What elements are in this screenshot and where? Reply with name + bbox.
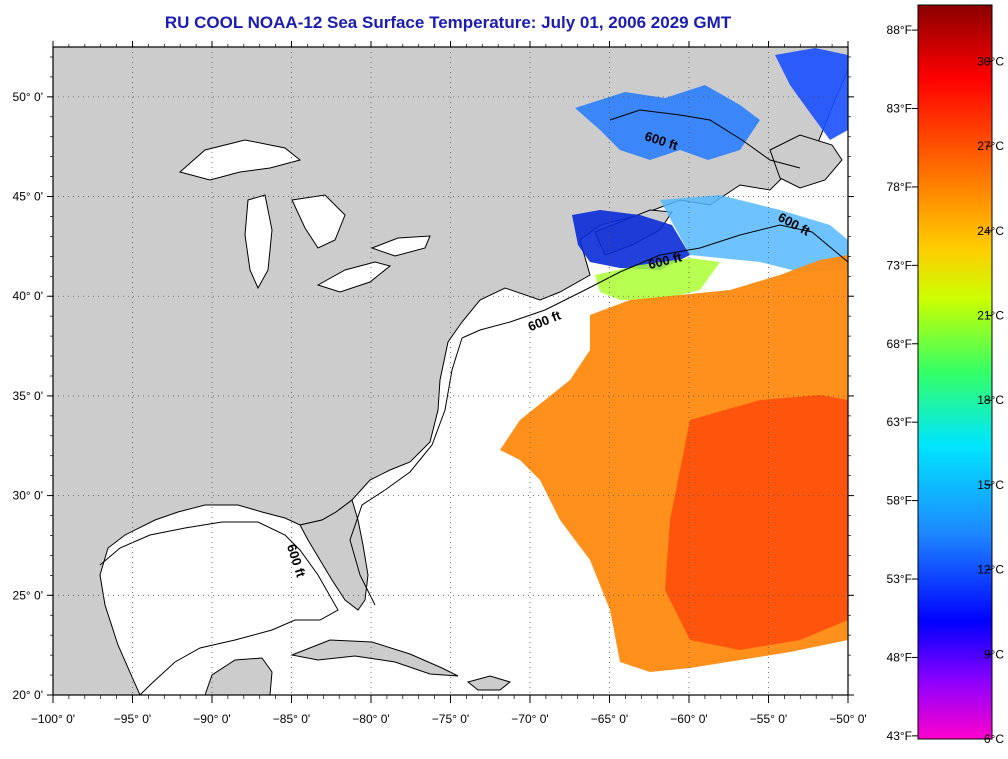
fahrenheit-tick-label: 83°F [887, 102, 912, 116]
isobath-contour-southeast [349, 337, 463, 606]
celsius-tick-label: 30°C [977, 54, 1004, 68]
fahrenheit-tick-label: 63°F [887, 415, 912, 429]
colorbar-ramp [917, 4, 993, 740]
fahrenheit-tick-label: 88°F [887, 23, 912, 37]
colorbar: 88°F 83°F 78°F 73°F 68°F 63°F 58°F 53°F 48°F 43°F… [887, 4, 1004, 746]
map-grid [53, 47, 848, 695]
celsius-tick-label: 9°C [984, 647, 1004, 661]
map-title: RU COOL NOAA-12 Sea Surface Temperature:… [165, 13, 732, 32]
lon-tick-label: −65° 0' [591, 712, 628, 726]
celsius-tick-label: 6°C [984, 732, 1004, 746]
lat-tick-label: 30° 0' [13, 489, 43, 503]
land-hispaniola [466, 675, 512, 691]
map-plot-area: 600 ft 600 ft 600 ft 600 ft 600 ft [53, 47, 848, 695]
lon-tick-label: −95° 0' [114, 712, 151, 726]
land-newfoundland [769, 134, 843, 189]
lake-ontario [370, 235, 431, 257]
lon-tick-label: −60° 0' [670, 712, 707, 726]
colorbar-fahrenheit-scale: 88°F 83°F 78°F 73°F 68°F 63°F 58°F 53°F 48°F 43°F [887, 23, 918, 743]
fahrenheit-tick-label: 68°F [887, 337, 912, 351]
sst-swath-scotian-shelf [660, 195, 848, 272]
lat-tick-label: 45° 0' [13, 190, 43, 204]
isobath-contour-east [461, 224, 848, 339]
lon-tick-label: −85° 0' [273, 712, 310, 726]
sst-swath-shelf-transition [595, 258, 720, 300]
lon-tick-label: −80° 0' [352, 712, 389, 726]
lon-tick-label: −100° 0' [31, 712, 75, 726]
fahrenheit-tick-label: 53°F [887, 572, 912, 586]
isobath-contour-gulf [99, 521, 339, 695]
lat-tick-label: 25° 0' [13, 588, 43, 602]
latitude-axis: 20° 0' 25° 0' 30° 0' 35° 0' 40° 0' 45° 0' 50° … [13, 56, 854, 702]
sst-swath-gulf-of-st-lawrence [575, 85, 760, 160]
lake-erie [316, 261, 392, 293]
lat-tick-label: 20° 0' [13, 688, 43, 702]
sst-swath-sargasso-warm [665, 395, 848, 650]
sst-swath-labrador [775, 48, 848, 140]
lon-tick-label: −75° 0' [432, 712, 469, 726]
lon-tick-label: −50° 0' [829, 712, 866, 726]
land-yucatan [204, 657, 273, 695]
lake-huron [291, 194, 346, 249]
lon-tick-label: −55° 0' [750, 712, 787, 726]
lon-tick-label: −90° 0' [193, 712, 230, 726]
isobath-contour-north [609, 109, 801, 169]
fahrenheit-tick-label: 73°F [887, 258, 912, 272]
fahrenheit-tick-label: 78°F [887, 180, 912, 194]
fahrenheit-tick-label: 58°F [887, 494, 912, 508]
celsius-tick-label: 24°C [977, 224, 1004, 238]
land-cuba [290, 639, 459, 677]
celsius-tick-label: 15°C [977, 478, 1004, 492]
lat-tick-label: 40° 0' [13, 289, 43, 303]
lake-superior [178, 139, 302, 181]
colorbar-celsius-scale: 30°C 27°C 24°C 21°C 18°C 15°C 12°C 9°C 6°C [977, 54, 1004, 746]
fahrenheit-tick-label: 48°F [887, 650, 912, 664]
lat-tick-label: 35° 0' [13, 389, 43, 403]
celsius-tick-label: 21°C [977, 309, 1004, 323]
longitude-axis: −100° 0' −95° 0' −90° 0' −85° 0' −80° 0' −75°… [31, 41, 867, 726]
celsius-tick-label: 12°C [977, 563, 1004, 577]
lon-tick-label: −70° 0' [511, 712, 548, 726]
fahrenheit-tick-label: 43°F [887, 729, 912, 743]
celsius-tick-label: 27°C [977, 139, 1004, 153]
lat-tick-label: 50° 0' [13, 90, 43, 104]
lake-michigan [244, 194, 273, 290]
celsius-tick-label: 18°C [977, 393, 1004, 407]
